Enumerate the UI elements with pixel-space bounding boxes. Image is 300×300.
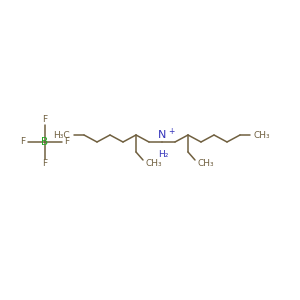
Text: H₂: H₂: [158, 150, 168, 159]
Text: CH₃: CH₃: [197, 160, 214, 169]
Text: F: F: [42, 116, 48, 124]
Text: CH₃: CH₃: [145, 160, 162, 169]
Text: H₃C: H₃C: [53, 130, 70, 140]
Text: B: B: [41, 137, 49, 147]
Text: CH₃: CH₃: [254, 130, 271, 140]
Text: F: F: [42, 160, 48, 169]
Text: F: F: [20, 137, 26, 146]
Text: F: F: [64, 137, 70, 146]
Text: N: N: [158, 130, 166, 140]
Text: +: +: [168, 127, 174, 136]
